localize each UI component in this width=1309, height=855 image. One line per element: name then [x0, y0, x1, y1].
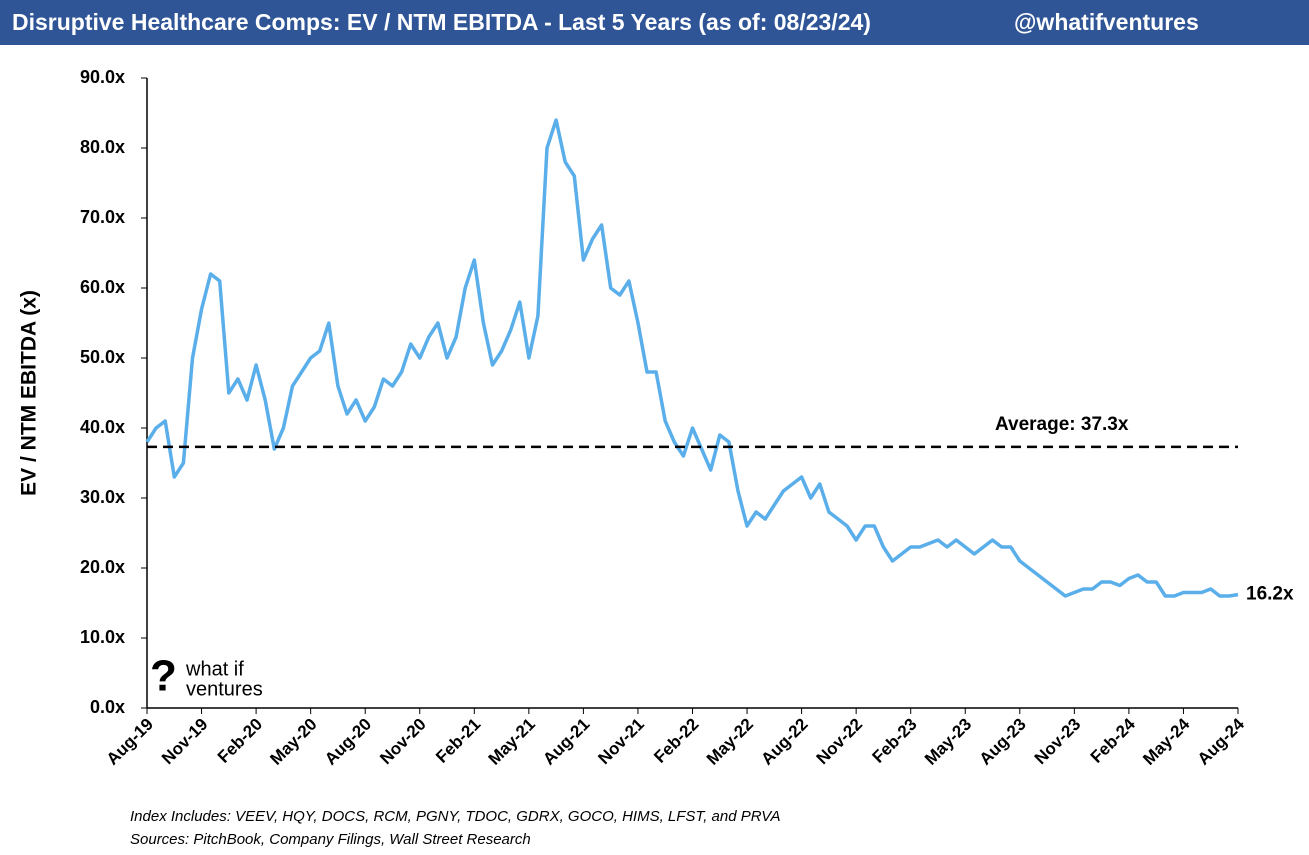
x-tick-label: May-23 — [921, 715, 975, 769]
series-line — [145, 118, 1239, 598]
x-tick-label: May-22 — [703, 715, 757, 769]
y-tick-label: 40.0x — [80, 417, 125, 437]
x-tick-label: Aug-21 — [539, 715, 593, 769]
x-tick-label: Aug-19 — [103, 715, 157, 769]
chart: EV / NTM EBITDA (x) ? what if ventures 0… — [18, 67, 1294, 769]
header-title: Disruptive Healthcare Comps: EV / NTM EB… — [12, 9, 871, 35]
footer-sources: Sources: PitchBook, Company Filings, Wal… — [130, 831, 531, 848]
y-tick-label: 80.0x — [80, 137, 125, 157]
footer-index: Index Includes: VEEV, HQY, DOCS, RCM, PG… — [130, 808, 781, 825]
y-axis-title: EV / NTM EBITDA (x) — [18, 290, 41, 496]
y-tick-label: 90.0x — [80, 67, 125, 87]
x-tick-label: Feb-24 — [1087, 714, 1140, 767]
x-tick-label: Nov-20 — [376, 715, 430, 769]
x-tick-label: Nov-23 — [1031, 715, 1085, 769]
average-label: Average: 37.3x — [995, 414, 1129, 435]
x-tick-label: Feb-22 — [650, 715, 702, 767]
y-tick-label: 30.0x — [80, 487, 125, 507]
x-tick-label: Feb-20 — [214, 715, 266, 767]
x-tick-label: Aug-23 — [976, 715, 1030, 769]
logo-line1: what if — [185, 658, 244, 680]
header: Disruptive Healthcare Comps: EV / NTM EB… — [0, 0, 1309, 45]
y-tick-label: 50.0x — [80, 347, 125, 367]
y-tick-label: 60.0x — [80, 277, 125, 297]
logo-mark: ? — [150, 652, 177, 701]
end-label: 16.2x — [1246, 584, 1294, 605]
logo-line2: ventures — [186, 678, 263, 700]
x-tick-label: Aug-24 — [1194, 714, 1249, 769]
y-tick-label: 20.0x — [80, 557, 125, 577]
y-tick-label: 70.0x — [80, 207, 125, 227]
x-tick-label: May-24 — [1139, 714, 1194, 769]
y-tick-label: 0.0x — [90, 697, 125, 717]
x-tick-label: Nov-19 — [158, 715, 212, 769]
x-tick-label: Feb-21 — [432, 715, 484, 767]
y-tick-label: 10.0x — [80, 627, 125, 647]
x-tick-label: Aug-20 — [321, 715, 375, 769]
x-tick-label: Feb-23 — [869, 715, 921, 767]
header-handle: @whatifventures — [1014, 9, 1199, 35]
x-tick-label: May-20 — [266, 715, 320, 769]
x-tick-label: May-21 — [485, 715, 539, 769]
x-tick-label: Nov-21 — [594, 715, 648, 769]
x-tick-label: Nov-22 — [813, 715, 867, 769]
x-tick-label: Aug-22 — [757, 715, 811, 769]
